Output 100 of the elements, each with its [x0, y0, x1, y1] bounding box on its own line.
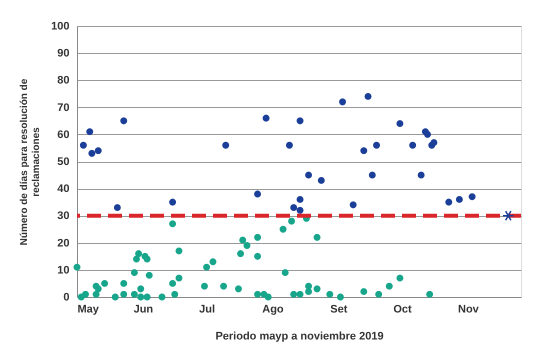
- point: [201, 282, 208, 290]
- point: [254, 290, 262, 298]
- point: [502, 210, 514, 222]
- point: [120, 117, 128, 124]
- point: [339, 98, 346, 106]
- point: [375, 290, 382, 298]
- y-tick-label: 100: [51, 20, 70, 32]
- point: [314, 234, 321, 241]
- point: [220, 282, 228, 290]
- point: [210, 258, 216, 266]
- point: [222, 142, 230, 149]
- point: [237, 250, 244, 258]
- point: [171, 290, 178, 298]
- y-tick-label: 30: [57, 210, 70, 222]
- point: [290, 204, 298, 212]
- point: [396, 120, 404, 128]
- point: [254, 234, 262, 241]
- y-tick-label: 90: [57, 48, 70, 60]
- point: [94, 147, 102, 154]
- point: [169, 220, 176, 228]
- point: [364, 93, 372, 100]
- point: [288, 218, 296, 225]
- y-tick-label: 10: [57, 264, 70, 276]
- x-tick-label: Set: [330, 304, 348, 316]
- point: [318, 177, 325, 184]
- point: [254, 252, 262, 260]
- point: [243, 242, 250, 249]
- point: [144, 294, 151, 300]
- point: [169, 280, 176, 287]
- point: [80, 142, 87, 149]
- point: [424, 130, 431, 138]
- point: [94, 285, 102, 292]
- point: [305, 288, 312, 296]
- point: [336, 294, 344, 300]
- point: [86, 128, 94, 136]
- point: [426, 290, 434, 298]
- point: [418, 172, 425, 179]
- point: [264, 294, 272, 300]
- x-tick-label: Nov: [458, 304, 480, 316]
- point: [386, 282, 393, 290]
- point: [146, 272, 153, 279]
- point: [176, 274, 182, 282]
- point: [314, 285, 321, 292]
- point: [133, 256, 140, 263]
- point: [239, 236, 246, 244]
- y-axis-title: Número de días para resolución de reclamaciones: [19, 78, 42, 246]
- point: [280, 226, 287, 233]
- x-tick-label: Ago: [262, 304, 284, 316]
- point: [169, 198, 176, 206]
- point: [158, 294, 166, 300]
- y-tick-label: 50: [57, 156, 70, 168]
- point: [286, 142, 293, 149]
- point: [350, 201, 357, 208]
- point: [130, 290, 138, 298]
- point: [144, 256, 151, 263]
- x-tick-label: Jun: [134, 304, 154, 316]
- point: [296, 117, 304, 124]
- point: [262, 114, 270, 122]
- y-tick-label: 40: [57, 183, 70, 196]
- x-tick-label: May: [78, 304, 100, 316]
- y-tick-label: 70: [57, 102, 70, 114]
- point: [296, 290, 304, 298]
- x-tick-label: Oct: [393, 304, 412, 316]
- point: [130, 269, 138, 276]
- point: [290, 290, 298, 298]
- point: [114, 204, 121, 212]
- y-tick-label: 20: [57, 237, 70, 250]
- point: [409, 142, 416, 149]
- y-tick-label: 0: [63, 292, 70, 304]
- point: [468, 193, 476, 200]
- y-tick-label: 80: [57, 74, 70, 87]
- point: [456, 196, 463, 203]
- point: [282, 269, 289, 276]
- point: [368, 172, 376, 179]
- point: [82, 290, 89, 298]
- point: [296, 196, 304, 203]
- y-tick-label: 60: [57, 128, 70, 141]
- point: [120, 280, 128, 287]
- point: [112, 294, 119, 300]
- x-axis-title: Periodo mayp a noviembre 2019: [215, 330, 384, 342]
- point: [101, 280, 108, 287]
- point: [360, 147, 368, 154]
- point: [326, 290, 334, 298]
- point: [137, 294, 144, 300]
- point: [234, 285, 242, 292]
- point: [296, 206, 304, 214]
- point: [445, 198, 452, 206]
- point: [396, 274, 404, 282]
- point: [360, 288, 368, 296]
- point: [203, 264, 210, 271]
- point: [135, 250, 142, 258]
- point: [137, 285, 144, 292]
- point: [74, 264, 80, 271]
- point: [92, 290, 100, 298]
- point: [120, 290, 128, 298]
- point: [373, 142, 380, 149]
- point: [305, 172, 312, 179]
- point: [88, 150, 96, 157]
- point: [430, 139, 438, 146]
- point: [176, 247, 182, 254]
